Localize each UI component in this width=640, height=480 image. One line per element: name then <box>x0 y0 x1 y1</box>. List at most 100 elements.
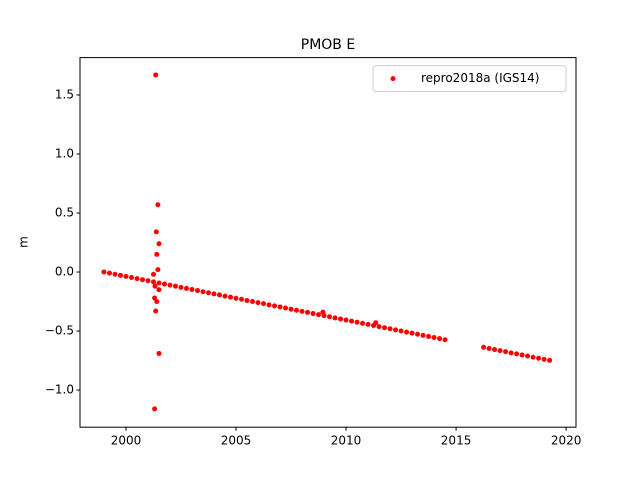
data-point <box>156 287 162 293</box>
data-point <box>387 326 393 332</box>
data-point <box>156 350 162 356</box>
data-point <box>153 308 159 314</box>
x-tick-label: 2020 <box>551 434 582 448</box>
data-point <box>283 305 289 311</box>
data-point <box>152 406 158 412</box>
data-point <box>154 299 160 305</box>
data-point <box>184 285 190 291</box>
data-point <box>486 345 492 351</box>
data-point <box>382 325 388 331</box>
data-point <box>244 297 250 303</box>
data-point <box>404 329 410 335</box>
data-point <box>154 251 160 257</box>
data-point <box>431 335 437 341</box>
data-point <box>481 344 487 350</box>
data-point <box>250 299 256 305</box>
data-point <box>117 272 123 278</box>
data-point <box>320 309 326 315</box>
y-tick-label: 1.5 <box>55 88 74 102</box>
data-point <box>101 269 107 275</box>
data-point <box>150 271 156 277</box>
data-point <box>349 318 355 324</box>
data-point <box>239 296 245 302</box>
data-point <box>277 304 283 310</box>
data-point <box>112 271 118 277</box>
data-point <box>332 315 338 321</box>
y-axis-label: m <box>17 236 31 248</box>
data-point <box>156 241 162 247</box>
data-point <box>153 229 159 235</box>
data-point <box>233 295 239 301</box>
data-point <box>415 331 421 337</box>
data-point <box>316 312 322 318</box>
x-tick-label: 2015 <box>441 434 472 448</box>
data-point <box>519 352 525 358</box>
data-point <box>442 337 448 343</box>
data-point <box>354 319 360 325</box>
data-point <box>145 278 151 284</box>
x-tick-label: 2010 <box>331 434 362 448</box>
data-point <box>373 320 379 326</box>
data-point <box>123 273 129 279</box>
data-point <box>288 306 294 312</box>
data-point <box>272 303 278 309</box>
data-point <box>409 330 415 336</box>
data-point <box>228 294 234 300</box>
data-point <box>152 283 158 289</box>
data-point <box>294 307 300 313</box>
data-point <box>536 355 542 361</box>
legend-label: repro2018a (IGS14) <box>421 71 539 85</box>
data-point <box>128 274 134 280</box>
y-tick-label: 0.5 <box>55 206 74 220</box>
data-point <box>200 289 206 295</box>
plot-frame <box>79 57 577 428</box>
data-point <box>525 353 531 359</box>
data-point <box>217 292 223 298</box>
data-point <box>343 317 349 323</box>
data-point <box>155 202 161 208</box>
data-point <box>134 276 140 282</box>
data-point <box>167 282 173 288</box>
y-tick-label: 0.0 <box>55 265 74 279</box>
data-point <box>222 293 228 299</box>
data-point <box>437 336 443 342</box>
data-point <box>338 316 344 322</box>
data-point <box>255 300 261 306</box>
legend-marker <box>390 76 396 82</box>
y-tick-label: −1.0 <box>45 383 74 397</box>
data-point <box>139 277 145 283</box>
data-point <box>393 327 399 333</box>
data-point <box>156 280 162 286</box>
data-point <box>173 283 179 289</box>
data-point <box>266 302 272 308</box>
data-point <box>261 301 267 307</box>
data-point <box>398 328 404 334</box>
x-tick-label: 2005 <box>221 434 252 448</box>
data-point <box>195 288 201 294</box>
data-point <box>106 270 112 276</box>
data-point <box>503 349 509 355</box>
legend-box <box>372 65 567 93</box>
data-point <box>162 281 168 287</box>
data-point <box>541 356 547 362</box>
y-tick-label: −0.5 <box>45 324 74 338</box>
data-point <box>530 354 536 360</box>
data-point <box>426 333 432 339</box>
data-point <box>514 351 520 357</box>
x-tick-label: 2000 <box>111 434 142 448</box>
data-point <box>365 321 371 327</box>
data-point <box>547 357 553 363</box>
data-point <box>508 350 514 356</box>
data-point <box>299 308 305 314</box>
data-point <box>492 347 498 353</box>
data-point <box>189 286 195 292</box>
y-tick-label: 1.0 <box>55 147 74 161</box>
data-point <box>420 332 426 338</box>
data-point <box>150 279 156 285</box>
data-point <box>497 348 503 354</box>
data-point <box>305 309 311 315</box>
data-point <box>327 314 333 320</box>
data-point <box>211 291 217 297</box>
